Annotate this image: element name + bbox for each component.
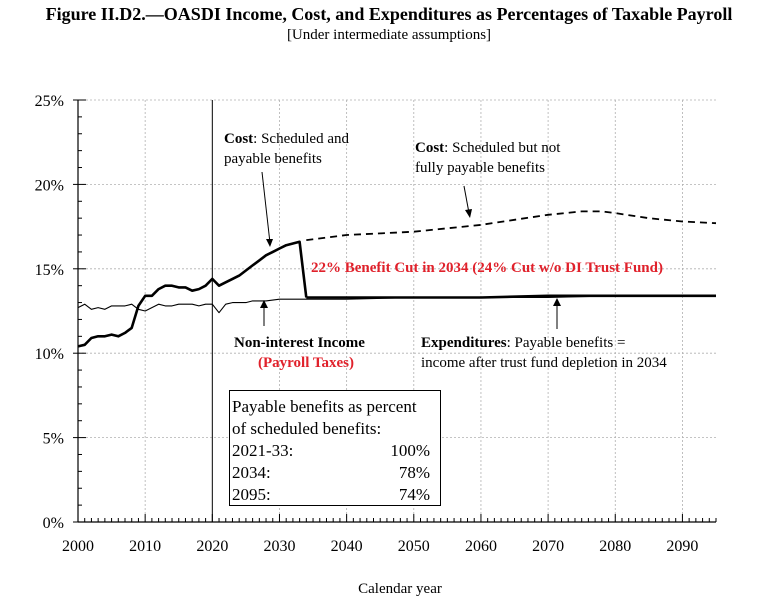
- payable-benefits-inset: Payable benefits as percent of scheduled…: [229, 390, 441, 506]
- annotation-cost-not-payable-rest: : Scheduled but not: [444, 140, 561, 156]
- series-cost-scheduled-payable: [77, 240, 308, 348]
- inset-row-value: 100%: [390, 441, 430, 460]
- annotation-expenditures-rest: : Payable benefits =: [507, 335, 626, 351]
- annotation-cost-not-payable-bold: Cost: [415, 140, 444, 156]
- inset-row-value: 78%: [398, 463, 430, 482]
- x-tick-label: 2090: [666, 538, 698, 555]
- chart-title: Figure II.D2.—OASDI Income, Cost, and Ex…: [45, 4, 733, 24]
- y-tick-label: 15%: [35, 262, 64, 279]
- series-non-interest-income: [77, 295, 716, 314]
- arrowhead-cost-scheduled: [266, 239, 273, 247]
- annotation-cost-not-payable-line1: Cost: Scheduled but not: [415, 140, 561, 156]
- inset-row: 2095: 74%: [232, 484, 440, 506]
- x-tick-label: 2050: [398, 538, 430, 555]
- annotation-expenditures-line2: income after trust fund depletion in 203…: [421, 355, 667, 371]
- arrowhead-income: [260, 300, 268, 308]
- annotation-expenditures-bold: Expenditures: [421, 335, 507, 351]
- annotation-cost-not-payable-line2: fully payable benefits: [415, 160, 545, 176]
- annotation-arrows: [260, 171, 561, 329]
- arrowhead-expenditures: [553, 298, 561, 306]
- inset-row: 2021-33: 100%: [232, 440, 440, 462]
- annotation-expenditures-line1: Expenditures: Payable benefits =: [421, 335, 625, 351]
- y-tick-label: 25%: [35, 93, 64, 110]
- inset-row-label: 2095:: [232, 485, 271, 504]
- x-tick-label: 2000: [62, 538, 94, 555]
- chart-subtitle: [Under intermediate assumptions]: [286, 27, 492, 43]
- x-tick-label: 2030: [263, 538, 295, 555]
- annotation-income-line2: (Payroll Taxes): [258, 355, 354, 371]
- annotation-benefit-cut: 22% Benefit Cut in 2034 (24% Cut w/o DI …: [311, 260, 663, 276]
- x-tick-label: 2020: [196, 538, 228, 555]
- annotation-cost-scheduled-rest: : Scheduled and: [253, 131, 349, 147]
- series-cost-not-payable: [306, 210, 717, 241]
- annotation-cost-scheduled-line2: payable benefits: [224, 151, 322, 167]
- x-tick-label: 2040: [331, 538, 363, 555]
- x-tick-label: 2010: [129, 538, 161, 555]
- arrowhead-cost-not-payable: [465, 209, 472, 218]
- annotation-cost-scheduled-bold: Cost: [224, 131, 253, 147]
- tick-labels: 0% 5% 10% 15% 20% 25% 2000 2010 2020 2030 2040 2050…: [35, 93, 699, 555]
- y-tick-label: 10%: [35, 346, 64, 363]
- y-tick-label: 20%: [35, 177, 64, 194]
- inset-heading-line1: Payable benefits as percent: [232, 397, 417, 416]
- arrow-cost-scheduled: [261, 171, 271, 244]
- inset-row-value: 74%: [398, 485, 430, 504]
- x-tick-label: 2070: [532, 538, 564, 555]
- annotation-cost-scheduled-line1: Cost: Scheduled and: [224, 131, 349, 147]
- series-layer: [77, 210, 717, 348]
- inset-row: 2034: 78%: [232, 462, 440, 484]
- inset-heading-line2: of scheduled benefits:: [232, 419, 382, 438]
- x-tick-label: 2080: [599, 538, 631, 555]
- y-tick-label: 5%: [43, 431, 64, 448]
- inset-row-label: 2021-33:: [232, 441, 294, 460]
- annotation-income-line1: Non-interest Income: [234, 335, 365, 351]
- y-tick-label: 0%: [43, 515, 64, 532]
- x-tick-label: 2060: [465, 538, 497, 555]
- axes: [73, 99, 717, 523]
- inset-row-label: 2034:: [232, 463, 271, 482]
- x-axis-label: Calendar year: [358, 581, 442, 597]
- arrow-cost-not-payable: [463, 185, 470, 214]
